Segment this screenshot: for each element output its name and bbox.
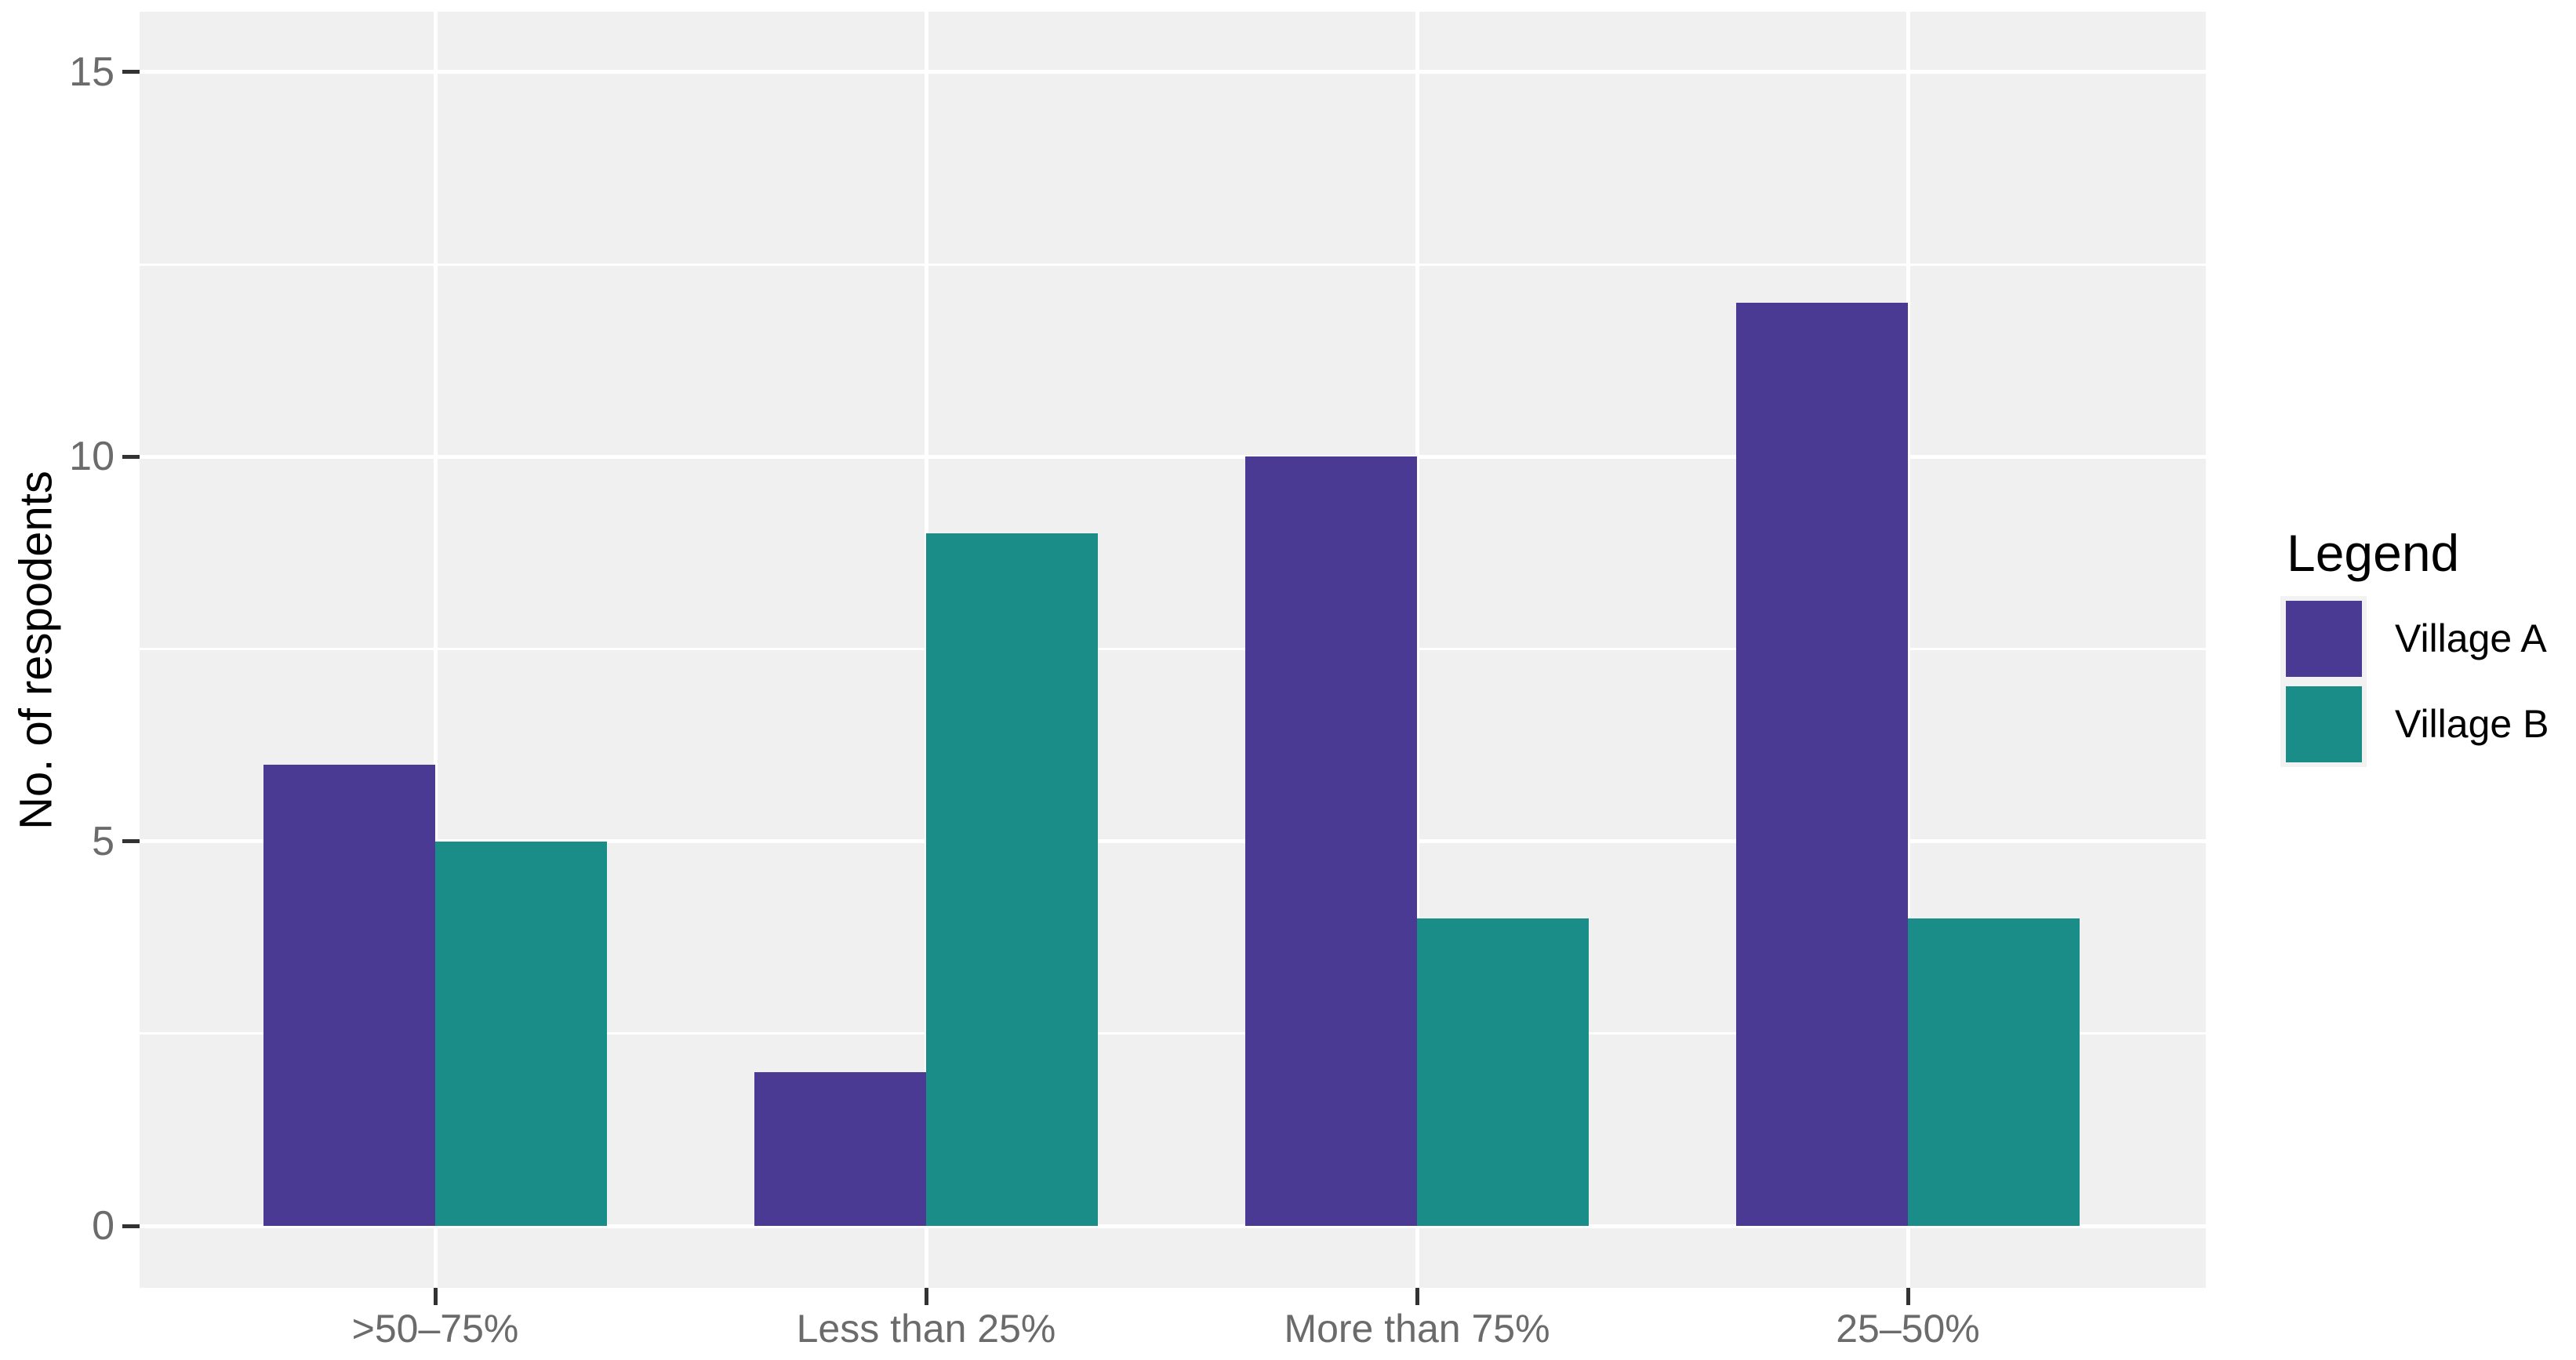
gridline-minor xyxy=(140,1032,2206,1035)
legend-entry: Village B xyxy=(2280,681,2549,767)
legend: Legend Village A Village B xyxy=(2280,524,2549,767)
y-tick-label: 0 xyxy=(92,1203,114,1249)
gridline-vertical xyxy=(1415,12,1419,1288)
x-axis-tick xyxy=(924,1288,928,1305)
gridline-major xyxy=(140,839,2206,844)
x-axis-tick xyxy=(1415,1288,1419,1305)
legend-entry-label: Village B xyxy=(2395,702,2549,747)
legend-entry-label: Village A xyxy=(2395,616,2547,661)
gridline-major xyxy=(140,70,2206,75)
bar xyxy=(263,764,435,1226)
gridline-minor xyxy=(140,647,2206,650)
bar xyxy=(435,841,607,1226)
x-tick-label: 25–50% xyxy=(1836,1307,1980,1351)
x-tick-label: Less than 25% xyxy=(796,1307,1056,1351)
bar xyxy=(926,533,1098,1226)
gridline-vertical xyxy=(1906,12,1910,1288)
y-axis-tick xyxy=(122,70,140,75)
bar xyxy=(1736,303,1908,1226)
y-axis-tick xyxy=(122,839,140,844)
gridline-minor xyxy=(140,263,2206,266)
y-axis-tick xyxy=(122,454,140,459)
plot-panel xyxy=(140,12,2206,1288)
y-axis-title: No. of respodents xyxy=(10,471,62,830)
bar xyxy=(1245,456,1417,1226)
legend-key xyxy=(2280,681,2367,767)
y-tick-label: 10 xyxy=(69,434,114,480)
y-tick-label: 5 xyxy=(92,818,114,864)
x-axis-tick xyxy=(433,1288,438,1305)
x-tick-label: More than 75% xyxy=(1284,1307,1550,1351)
legend-entries: Village A Village B xyxy=(2280,595,2549,767)
legend-color-swatch xyxy=(2285,685,2362,762)
legend-entry: Village A xyxy=(2280,595,2549,682)
bar xyxy=(754,1071,926,1226)
x-axis-tick xyxy=(1906,1288,1910,1305)
gridline-major xyxy=(140,1224,2206,1228)
gridline-major xyxy=(140,454,2206,459)
y-axis-tick xyxy=(122,1224,140,1228)
legend-key xyxy=(2280,595,2367,682)
x-tick-label: >50–75% xyxy=(351,1307,519,1351)
bar xyxy=(1417,918,1589,1226)
y-tick-label: 15 xyxy=(69,49,114,95)
gridline-vertical xyxy=(433,12,438,1288)
bar xyxy=(1908,918,2080,1226)
legend-color-swatch xyxy=(2285,600,2362,677)
legend-title: Legend xyxy=(2287,524,2460,582)
